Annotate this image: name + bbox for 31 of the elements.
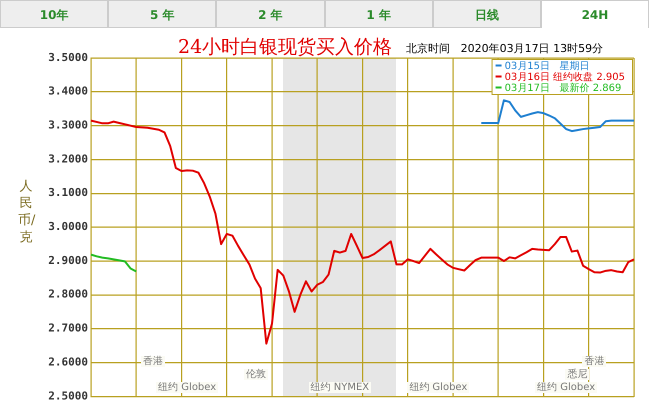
y-axis-title: 人民币/克 <box>18 178 36 246</box>
annotation: 纽约 NYMEX <box>308 382 372 394</box>
annotation: 纽约 Globex <box>535 382 598 394</box>
text: 1 年 <box>324 0 433 28</box>
chart-subtitle: 北京时间 2020年03月17日 13时59分 <box>406 42 604 55</box>
y-tick-label: 3.5000 <box>48 50 88 64</box>
y-tick-label: 3.3000 <box>48 118 88 132</box>
annotation: 纽约 Globex <box>156 382 218 394</box>
text: 10年 <box>0 0 108 28</box>
annotation: 香港 <box>582 356 606 368</box>
y-tick-label: 2.6000 <box>48 355 88 368</box>
annotation: 香港 <box>141 356 166 368</box>
legend-label: 03月16日 纽约收盘 2.905 <box>504 71 626 84</box>
annotation: 悉尼 <box>565 369 590 380</box>
y-tick-label: 3.1000 <box>48 186 88 200</box>
chart-title: 24小时白银现货买入价格 <box>178 36 392 58</box>
y-tick-label: 3.4000 <box>48 84 88 98</box>
text: 5 年 <box>108 0 216 28</box>
legend-label: 03月15日 星期日 <box>504 60 590 72</box>
annotation: 纽约 Globex <box>407 382 470 394</box>
annotation: 伦敦 <box>244 369 268 380</box>
text: 日线 <box>432 0 541 28</box>
text: 24H <box>540 0 649 28</box>
y-tick-label: 2.8000 <box>48 288 88 301</box>
y-tick-label: 2.7000 <box>48 322 88 335</box>
legend-label: 03月17日 最新价 2.869 <box>504 82 622 94</box>
y-tick-label: 2.9000 <box>48 254 88 267</box>
y-tick-label: 3.0000 <box>48 220 88 234</box>
y-tick-label: 3.2000 <box>48 152 88 166</box>
text: 2 年 <box>216 0 325 28</box>
y-tick-label: 2.5000 <box>48 389 88 402</box>
